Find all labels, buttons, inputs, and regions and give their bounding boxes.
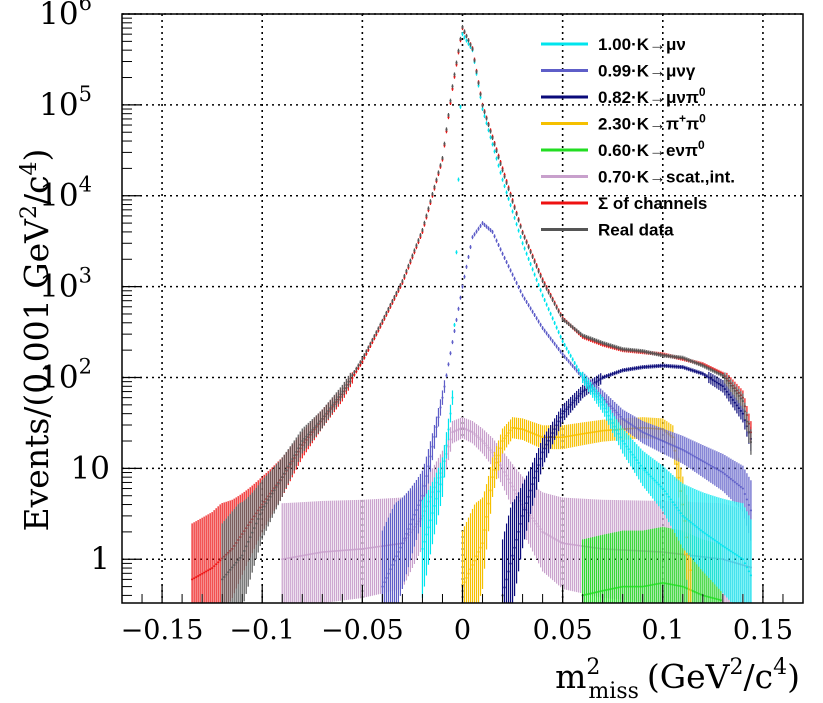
y-tick-label: 106 [39,0,92,32]
x-tick-label: −0.15 [121,615,204,646]
legend-arrow: → [649,115,666,134]
legend-entry: Real data [598,221,674,240]
y-tick-label: 103 [39,264,92,305]
y-axis-label-end: ) [17,149,56,162]
x-tick-label: 0.15 [733,615,793,646]
x-tick-labels: −0.15 −0.1 −0.05 0 0.05 0.1 0.15 [121,615,793,646]
legend-rest: μν [666,35,686,54]
legend-sup: 0 [699,85,706,99]
legend-prefix: 2.30·K [598,115,650,134]
y-tick-exp: 6 [79,0,92,15]
legend: 1.00·K→μν0.99·K→μνγ0.82·K→μνπ02.30·K→π+π… [541,35,735,240]
legend-arrow: → [649,168,666,187]
x-tick-label: 0 [454,615,471,646]
grid [122,13,803,603]
legend-rest: μνπ [666,88,699,107]
legend-rest2: π [686,115,699,134]
y-tick-label: 102 [39,354,92,395]
series-layer [191,24,752,603]
y-axis-label-mid: /c [17,175,56,205]
legend-entry: 0.60·K→eνπ0 [598,138,705,160]
x-axis-label-sub: miss [588,679,638,703]
legend-sup: 0 [698,138,705,152]
x-axis-label-end: ) [787,657,800,696]
legend-prefix: Real data [598,221,674,240]
y-tick-exp: 5 [79,82,92,106]
y-tick-label: 104 [39,173,92,214]
legend-prefix: Σ of channels [598,194,707,213]
series-1 [381,221,752,603]
legend-arrow: → [649,88,666,107]
y-tick-base: 10 [39,269,78,305]
x-axis-label-sup3: 4 [773,655,787,680]
x-axis-label-m: m [555,657,586,696]
legend-rest: eνπ [666,141,698,160]
legend-entry: Σ of channels [598,194,707,213]
legend-sup: + [679,112,686,126]
legend-prefix: 1.00·K [598,35,650,54]
y-tick-base: 10 [39,0,78,32]
x-axis-label-rest: (GeV [647,657,731,696]
legend-arrow: → [649,62,666,81]
legend-entry: 0.99·K→μνγ [598,62,696,81]
x-axis-label-mid: /c [744,657,774,696]
series-7 [221,24,752,603]
y-tick-label: 10 [71,450,110,486]
legend-prefix: 0.60·K [598,141,650,160]
y-axis-label-sup1: 2 [17,205,42,219]
legend-entry: 0.70·K→scat.,int. [598,168,735,187]
y-tick-exp: 2 [79,354,92,378]
legend-rest: π [666,115,679,134]
x-axis-label: m2 miss (GeV2/c4) [555,655,800,703]
x-axis-label-sup2: 2 [730,655,744,680]
y-tick-base: 10 [39,87,78,123]
legend-entry: 0.82·K→μνπ0 [598,85,706,107]
legend-prefix: 0.99·K [598,62,650,81]
legend-entry: 1.00·K→μν [598,35,686,54]
y-tick-label: 1 [90,541,110,577]
series-2 [501,363,752,603]
y-tick-base: 10 [39,178,78,214]
y-axis-label-sup2: 4 [17,161,42,175]
legend-rest: μνγ [666,62,696,81]
y-tick-base: 10 [39,359,78,395]
y-tick-exp: 3 [79,264,92,288]
x-tick-label: 0.1 [641,615,684,646]
x-tick-label: −0.1 [229,615,295,646]
legend-prefix: 0.70·K [598,168,650,187]
x-axis-label-sup: 2 [586,655,600,680]
y-tick-exp: 4 [79,173,92,197]
legend-rest: scat.,int. [666,168,735,187]
y-axis-label: Events/(0.001 GeV2/c4) [17,149,56,532]
series-0 [421,32,752,603]
legend-prefix: 0.82·K [598,88,650,107]
x-tick-label: 0.05 [533,615,593,646]
y-tick-label: 105 [39,82,92,123]
legend-arrow: → [649,35,666,54]
legend-arrow: → [649,141,666,160]
legend-entry: 2.30·K→π+π0 [598,112,706,134]
x-tick-label: −0.05 [321,615,404,646]
axis-ticks [121,13,804,603]
y-axis-label-main: Events/(0.001 GeV [17,218,56,532]
series-6 [191,26,752,603]
legend-sup2: 0 [699,112,706,126]
